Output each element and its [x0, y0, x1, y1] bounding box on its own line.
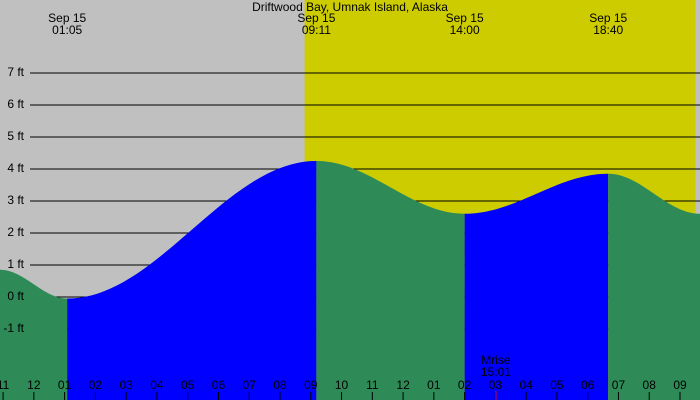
x-tick-label: 06	[212, 378, 226, 392]
x-tick-label: 12	[27, 378, 41, 392]
x-tick-label: 03	[119, 378, 133, 392]
event-date: Sep 15	[446, 11, 484, 25]
x-tick-label: 07	[612, 378, 626, 392]
x-tick-label: 10	[335, 378, 349, 392]
x-tick-label: 09	[304, 378, 318, 392]
x-tick-label: 05	[550, 378, 564, 392]
x-tick-label: 12	[396, 378, 410, 392]
tide-segment	[608, 173, 700, 400]
tide-segment	[0, 269, 68, 400]
y-tick-label: 3 ft	[7, 193, 24, 207]
x-tick-label: 02	[458, 378, 472, 392]
event-date: Sep 15	[48, 11, 86, 25]
y-tick-label: 6 ft	[7, 97, 24, 111]
x-tick-label: 01	[58, 378, 72, 392]
x-tick-label: 08	[273, 378, 287, 392]
y-tick-label: 7 ft	[7, 65, 24, 79]
tide-segment	[316, 160, 465, 400]
y-tick-label: 0 ft	[7, 289, 24, 303]
chart-title: Driftwood Bay, Umnak Island, Alaska	[252, 0, 448, 14]
y-tick-label: 5 ft	[7, 129, 24, 143]
x-tick-label: 09	[673, 378, 687, 392]
x-tick-label: 06	[581, 378, 595, 392]
event-time: 18:40	[593, 23, 623, 37]
x-tick-label: 04	[150, 378, 164, 392]
event-date: Sep 15	[297, 11, 335, 25]
y-tick-label: 4 ft	[7, 161, 24, 175]
event-time: 09:11	[302, 23, 331, 37]
y-tick-label: 1 ft	[7, 257, 24, 271]
x-tick-label: 11	[366, 378, 379, 392]
x-tick-label: 03	[489, 378, 503, 392]
moonrise-label: Mrise	[481, 353, 511, 367]
x-tick-label: 01	[427, 378, 441, 392]
x-tick-label: 11	[0, 378, 10, 392]
tide-segment	[67, 160, 317, 400]
tide-segment	[464, 173, 609, 400]
y-tick-label: 2 ft	[7, 225, 24, 239]
x-tick-label: 08	[643, 378, 657, 392]
x-tick-label: 07	[243, 378, 257, 392]
x-tick-label: 05	[181, 378, 195, 392]
y-tick-label: -1 ft	[3, 321, 24, 335]
event-time: 14:00	[450, 23, 480, 37]
moonrise-time: 15:01	[481, 365, 511, 379]
event-date: Sep 15	[589, 11, 627, 25]
x-tick-label: 02	[89, 378, 103, 392]
event-time: 01:05	[52, 23, 82, 37]
x-tick-label: 04	[519, 378, 533, 392]
